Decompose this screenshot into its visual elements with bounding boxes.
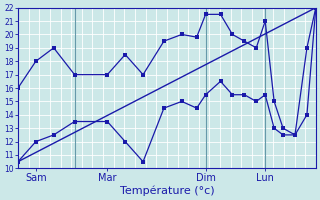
X-axis label: Température (°c): Température (°c) (120, 185, 214, 196)
